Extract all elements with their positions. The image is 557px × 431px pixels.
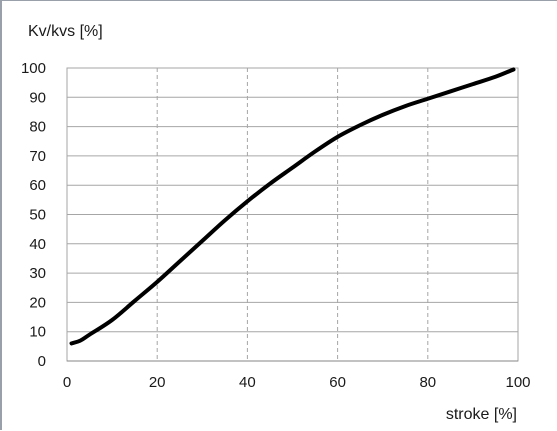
y-tick-label: 20 <box>29 294 46 311</box>
y-tick-label: 40 <box>29 236 46 253</box>
y-tick-label: 10 <box>29 324 46 341</box>
y-tick-label: 80 <box>29 119 46 136</box>
x-tick-label: 40 <box>239 374 256 391</box>
x-tick-label: 20 <box>149 374 166 391</box>
y-tick-label: 50 <box>29 207 46 224</box>
y-tick-labels: 0 10 20 30 40 50 60 70 80 90 100 <box>21 60 46 370</box>
y-tick-label: 90 <box>29 89 46 106</box>
y-tick-label: 60 <box>29 177 46 194</box>
x-tick-label: 60 <box>329 374 346 391</box>
y-tick-label: 70 <box>29 148 46 165</box>
x-tick-label: 80 <box>419 374 436 391</box>
x-tick-label: 0 <box>63 374 71 391</box>
x-axis-label: stroke [%] <box>446 406 517 423</box>
x-tick-label: 100 <box>505 374 530 391</box>
y-tick-label: 100 <box>21 60 46 77</box>
y-axis-label: Kv/kvs [%] <box>28 23 103 40</box>
grid <box>66 67 519 362</box>
series-line <box>69 67 516 346</box>
series-group <box>69 67 516 346</box>
y-tick-label: 30 <box>29 265 46 282</box>
y-tick-label: 0 <box>38 353 46 370</box>
x-tick-labels: 0 20 40 60 80 100 <box>63 374 531 391</box>
